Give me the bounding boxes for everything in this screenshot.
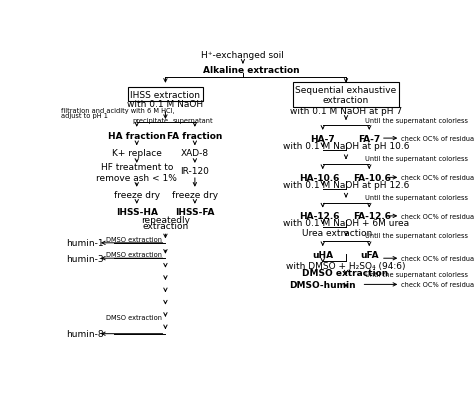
Text: Until the supernatant colorless: Until the supernatant colorless	[365, 194, 468, 200]
Text: with 0.1 M NaOH at pH 12.6: with 0.1 M NaOH at pH 12.6	[283, 180, 409, 189]
Text: humin-3: humin-3	[66, 254, 104, 263]
Text: IHSS extraction: IHSS extraction	[130, 91, 201, 99]
Text: IR-120: IR-120	[181, 166, 210, 176]
Text: with 0.1 M NaOH at pH 7: with 0.1 M NaOH at pH 7	[290, 107, 402, 115]
Text: precipitate: precipitate	[133, 117, 169, 124]
Text: extraction: extraction	[142, 222, 189, 231]
Text: adjust to pH 1: adjust to pH 1	[61, 113, 108, 119]
Text: with 0.1 M NaOH at pH 10.6: with 0.1 M NaOH at pH 10.6	[283, 141, 409, 150]
Text: DMSO extraction: DMSO extraction	[106, 236, 162, 242]
Text: check OC% of residual soil: check OC% of residual soil	[401, 255, 474, 261]
Text: with 0.1 M NaOH: with 0.1 M NaOH	[128, 100, 203, 109]
Text: DMSO extraction: DMSO extraction	[106, 314, 162, 320]
Text: FA-7: FA-7	[358, 134, 380, 143]
Text: check OC% of residual soil: check OC% of residual soil	[401, 175, 474, 181]
Text: DMSO extraction: DMSO extraction	[106, 252, 162, 258]
Text: DMSO-humin: DMSO-humin	[290, 280, 356, 289]
Text: HA-7: HA-7	[310, 134, 335, 143]
Text: K+ replace: K+ replace	[112, 149, 162, 158]
Text: check OC% of residual soil: check OC% of residual soil	[401, 136, 474, 142]
Text: with DMSO + H₂SO₄ (94:6): with DMSO + H₂SO₄ (94:6)	[286, 262, 406, 271]
Text: Until the supernatant colorless: Until the supernatant colorless	[365, 233, 468, 239]
Text: FA-12.6: FA-12.6	[353, 212, 392, 221]
Text: Until the supernatant colorless: Until the supernatant colorless	[365, 271, 468, 277]
Text: Until the supernatant colorless: Until the supernatant colorless	[365, 117, 468, 124]
Text: FA-10.6: FA-10.6	[354, 174, 392, 182]
Text: freeze dry: freeze dry	[172, 190, 218, 199]
Text: humin-1: humin-1	[66, 239, 104, 248]
Text: IHSS-HA: IHSS-HA	[116, 207, 158, 216]
Text: freeze dry: freeze dry	[114, 190, 160, 199]
Text: HA-10.6: HA-10.6	[300, 174, 340, 182]
Text: humin-8: humin-8	[66, 329, 104, 338]
Text: IHSS-FA: IHSS-FA	[175, 207, 215, 216]
Text: filtration and acidity with 6 M HCl,: filtration and acidity with 6 M HCl,	[61, 108, 174, 114]
Text: with 0.1 M NaOH + 6M urea: with 0.1 M NaOH + 6M urea	[283, 219, 409, 228]
Text: check OC% of residual soil: check OC% of residual soil	[401, 213, 474, 219]
Text: H⁺-exchanged soil: H⁺-exchanged soil	[201, 51, 284, 60]
Text: supernatant: supernatant	[172, 117, 213, 124]
Text: Urea extraction: Urea extraction	[302, 229, 372, 238]
Text: check OC% of residual soil: check OC% of residual soil	[401, 282, 474, 288]
Text: DMSO extraction: DMSO extraction	[302, 268, 388, 277]
Text: HA-12.6: HA-12.6	[300, 212, 340, 221]
Text: uHA: uHA	[312, 250, 333, 259]
Text: repeatedly: repeatedly	[141, 216, 190, 225]
Text: Until the supernatant colorless: Until the supernatant colorless	[365, 156, 468, 162]
Text: XAD-8: XAD-8	[181, 149, 209, 158]
Text: Sequential exhaustive
extraction: Sequential exhaustive extraction	[295, 85, 397, 105]
Text: Alkaline extraction: Alkaline extraction	[203, 66, 300, 75]
Text: HF treatment to
remove ash < 1%: HF treatment to remove ash < 1%	[96, 163, 177, 182]
Text: HA fraction: HA fraction	[108, 131, 166, 140]
Text: uFA: uFA	[360, 250, 379, 259]
Text: FA fraction: FA fraction	[167, 131, 223, 140]
